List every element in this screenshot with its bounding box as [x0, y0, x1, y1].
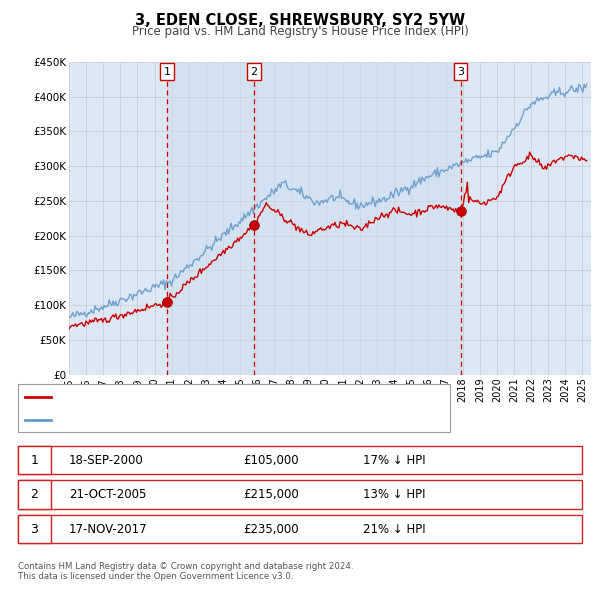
Text: 17% ↓ HPI: 17% ↓ HPI: [363, 454, 425, 467]
Bar: [254, 62, 461, 375]
Bar: [167, 62, 254, 375]
Text: 3: 3: [31, 523, 38, 536]
Text: 3, EDEN CLOSE, SHREWSBURY, SY2 5YW: 3, EDEN CLOSE, SHREWSBURY, SY2 5YW: [135, 13, 465, 28]
Text: 2: 2: [250, 67, 257, 77]
Text: HPI: Average price, detached house, Shropshire: HPI: Average price, detached house, Shro…: [55, 415, 316, 425]
Text: 21% ↓ HPI: 21% ↓ HPI: [363, 523, 425, 536]
Text: 2: 2: [31, 488, 38, 501]
Text: £215,000: £215,000: [243, 488, 299, 501]
Text: 1: 1: [163, 67, 170, 77]
Text: 13% ↓ HPI: 13% ↓ HPI: [363, 488, 425, 501]
Text: 3, EDEN CLOSE, SHREWSBURY, SY2 5YW (detached house): 3, EDEN CLOSE, SHREWSBURY, SY2 5YW (deta…: [55, 392, 377, 402]
Text: Contains HM Land Registry data © Crown copyright and database right 2024.
This d: Contains HM Land Registry data © Crown c…: [18, 562, 353, 581]
Text: 1: 1: [31, 454, 38, 467]
Text: Price paid vs. HM Land Registry's House Price Index (HPI): Price paid vs. HM Land Registry's House …: [131, 25, 469, 38]
Text: 18-SEP-2000: 18-SEP-2000: [69, 454, 144, 467]
Text: 3: 3: [457, 67, 464, 77]
Text: 17-NOV-2017: 17-NOV-2017: [69, 523, 148, 536]
Text: £105,000: £105,000: [243, 454, 299, 467]
Text: 21-OCT-2005: 21-OCT-2005: [69, 488, 146, 501]
Text: £235,000: £235,000: [243, 523, 299, 536]
